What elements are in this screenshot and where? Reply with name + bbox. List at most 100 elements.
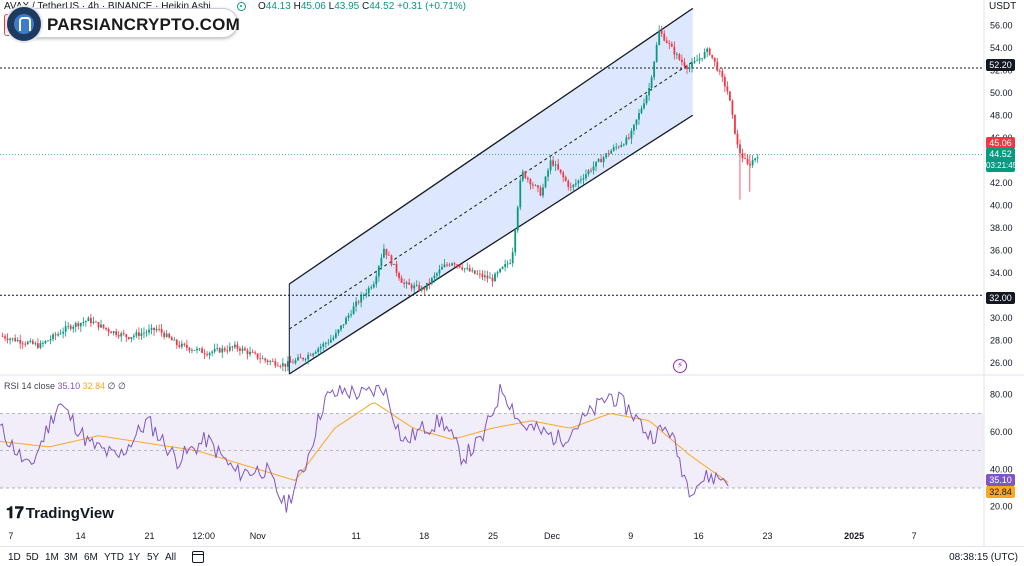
candle-body [57,334,59,336]
range-button-ytd[interactable]: YTD [104,552,124,563]
candle-body [382,248,385,258]
candle-body [597,159,600,162]
candle-body [105,327,107,330]
candle-body [173,339,176,341]
candle-body [188,347,191,351]
candle-body [622,144,625,146]
range-button-1m[interactable]: 1M [45,552,59,563]
candle-body [408,282,411,285]
candle-body [741,153,744,159]
price-tick-label: 56.00 [990,20,1013,30]
close-value: 44.52 [369,1,395,12]
candle-body [127,337,130,339]
candle-body [653,61,656,78]
candle-body [718,70,721,72]
candle-body [693,61,696,63]
candle-body [29,340,32,342]
candle-body [476,273,479,275]
ohlc-values: O44.13 H45.06 L43.95 C44.52 +0.31 (+0.71… [258,1,466,12]
candle-body [605,153,608,158]
candle-body [302,357,304,360]
candle-body [135,332,138,336]
candle-body [633,124,635,131]
candle-body [317,348,320,352]
candle-body [645,95,648,104]
range-button-5y[interactable]: 5Y [147,552,160,563]
candle-body [506,263,509,265]
rsi-legend[interactable]: RSI 14 close 35.10 32.84 ∅ ∅ [4,381,126,392]
candle-body [208,352,211,356]
candle-body [307,354,310,360]
candle-body [367,287,370,294]
range-button-5d[interactable]: 5D [26,552,39,563]
candle-body [74,323,77,327]
candle-body [360,295,363,303]
candle-body [509,263,512,264]
candle-body [329,339,332,343]
candle-body [284,363,287,367]
candle-body [526,177,529,180]
candle-body [655,44,658,62]
symbol-info[interactable]: AVAX / TetherUS · 4h · BINANCE · Heikin … [4,1,211,12]
candle-body [501,266,504,269]
channel-fill [289,8,693,374]
candle-body [658,30,661,45]
candle-body [198,348,201,350]
candle-body [130,337,133,339]
calendar-icon[interactable] [192,551,204,563]
candle-body [420,287,423,291]
quote-currency[interactable]: USDT [989,1,1017,12]
candle-body [499,268,501,273]
candle-body [201,348,203,353]
tradingview-logo[interactable]: 𝟏𝟕 TradingView [6,505,114,523]
price-tick-label: 34.00 [990,268,1013,278]
time-tick-label: 2025 [844,531,864,541]
candle-body [443,264,446,268]
open-key: O [258,1,266,12]
candle-body [185,344,188,348]
candle-body [54,334,57,336]
candle-body [223,348,226,351]
clock-readout[interactable]: 08:38:15 (UTC) [949,552,1018,563]
candle-body [529,179,532,185]
candle-body [203,352,206,355]
time-tick-label: 11 [352,531,361,541]
candle-body [617,146,620,148]
range-button-1y[interactable]: 1Y [128,552,141,563]
candle-body [456,264,459,266]
range-button-6m[interactable]: 6M [84,552,98,563]
candle-body [734,114,736,134]
last-price: 44.52 [989,149,1012,159]
channel-mid-line [289,61,694,330]
range-button-all[interactable]: All [165,552,177,563]
lightning-icon[interactable]: ⚡ [673,359,687,373]
candle-body [395,263,398,273]
candle-body [559,169,562,173]
candle-body [688,67,691,70]
candle-body [612,147,615,151]
price-tick-label: 48.00 [990,110,1013,120]
candle-body [87,317,90,322]
time-tick-label: 14 [76,531,86,541]
candle-body [681,59,683,63]
candle-body [478,273,481,275]
candle-body [400,278,403,283]
candle-body [264,358,267,361]
candle-body [516,207,519,231]
candle-body [574,183,577,185]
candle-body [708,48,711,55]
candle-body [140,333,143,337]
price-tick-label: 40.00 [990,200,1013,210]
tradingview-text: TradingView [25,505,114,522]
candle-body [246,350,249,355]
candle-body [163,332,166,337]
range-button-1d[interactable]: 1D [8,552,21,563]
candle-body [352,306,355,315]
time-tick-label: Nov [250,531,267,541]
time-tick-label: 16 [694,531,704,541]
range-button-3m[interactable]: 3M [64,552,78,563]
candle-body [312,353,315,356]
candle-body [337,329,340,334]
